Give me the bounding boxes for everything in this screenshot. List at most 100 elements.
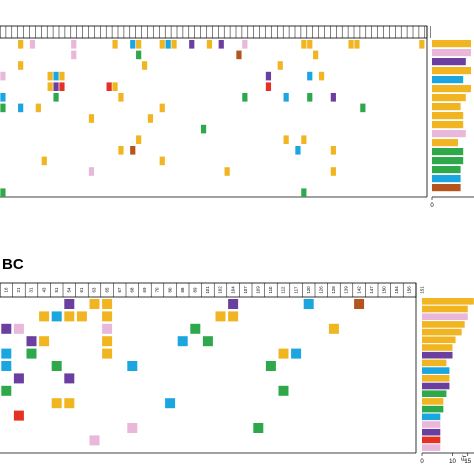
mutation-cell — [0, 103, 6, 113]
axis-tick-label: 0 — [420, 459, 424, 465]
column-label: 126 — [318, 286, 323, 294]
frequency-bar — [422, 436, 441, 444]
mutation-cell — [165, 398, 176, 409]
frequency-bar — [432, 184, 461, 192]
mutation-cell — [18, 103, 24, 113]
frequency-bar — [422, 351, 453, 359]
axis-tick-label: 15 — [464, 459, 471, 465]
mutation-cell — [39, 336, 50, 347]
frequency-bar — [432, 94, 466, 102]
mutation-cell — [59, 71, 65, 81]
mutation-cell — [76, 311, 87, 322]
mutation-cell — [354, 299, 365, 309]
column-label: 107 — [243, 286, 248, 294]
column-label: 102 — [218, 286, 223, 294]
mutation-cell — [102, 323, 113, 334]
mutation-cell — [360, 103, 366, 113]
mutation-cell — [224, 167, 230, 176]
mutation-cell — [348, 40, 354, 49]
mutation-cell — [177, 336, 188, 347]
mutation-cell — [265, 82, 272, 91]
mutation-cell — [88, 114, 95, 123]
frequency-bar — [432, 103, 461, 111]
column-label: 120 — [306, 286, 311, 294]
panel-label: BC — [2, 256, 24, 273]
column-label: 139 — [344, 286, 349, 294]
mutation-cell — [53, 93, 59, 102]
mutation-cell — [330, 167, 336, 176]
mutation-cell — [106, 82, 112, 91]
mutation-cell — [147, 114, 154, 123]
column-label: 104 — [230, 286, 235, 294]
axis-title: Fr — [462, 455, 468, 461]
frequency-bar — [422, 298, 474, 305]
mutation-cell — [13, 323, 24, 334]
column-label: 65 — [104, 287, 109, 292]
frequency-bar — [422, 375, 450, 382]
mutation-cell — [102, 299, 113, 309]
mutation-cell — [159, 103, 165, 113]
frequency-bar — [432, 175, 461, 183]
column-label: 69 — [142, 287, 147, 292]
mutation-cell — [215, 311, 226, 322]
mutation-cell — [64, 311, 75, 322]
mutation-cell — [0, 93, 6, 102]
mutation-cell — [59, 82, 65, 91]
mutation-cell — [26, 336, 37, 347]
mutation-cell — [159, 40, 165, 49]
mutation-cell — [307, 93, 313, 102]
mutation-cell — [283, 93, 289, 102]
column-label: 68 — [129, 287, 134, 292]
top-oncoprint-panel: 0 — [0, 25, 474, 209]
mutation-cell — [228, 311, 239, 322]
frequency-bar — [422, 382, 450, 390]
mutation-cell — [1, 348, 12, 359]
frequency-bar — [422, 398, 444, 405]
column-label: 51 — [54, 287, 59, 292]
mutation-cell — [130, 146, 136, 155]
mutation-cell — [26, 348, 37, 359]
mutation-cell — [1, 361, 12, 371]
mutation-cell — [307, 71, 313, 81]
mutation-cell — [171, 40, 177, 49]
column-label: 154 — [394, 286, 399, 294]
mutation-cell — [136, 135, 142, 144]
mutation-cell — [136, 40, 142, 49]
frequency-bar — [422, 359, 447, 367]
mutation-cell — [278, 385, 289, 396]
column-label: 147 — [369, 286, 374, 294]
column-label: 61 — [79, 287, 84, 292]
mutation-cell — [277, 61, 283, 70]
frequency-bar — [432, 130, 466, 138]
mutation-cell — [102, 348, 113, 359]
frequency-bar — [432, 112, 464, 120]
column-label: 112 — [281, 286, 286, 294]
frequency-bar — [432, 58, 466, 66]
frequency-bar — [432, 157, 464, 165]
frequency-bar — [422, 336, 456, 344]
mutation-cell — [0, 71, 6, 81]
mutation-cell — [291, 348, 302, 359]
mutation-cell — [283, 135, 289, 144]
mutation-cell — [35, 103, 41, 113]
mutation-cell — [1, 323, 12, 334]
frequency-bar — [422, 405, 444, 413]
mutation-cell — [318, 71, 325, 81]
column-label: 150 — [381, 286, 386, 294]
column-label: 101 — [205, 286, 210, 294]
column-label: 80 — [167, 287, 172, 292]
column-label: 31 — [29, 287, 34, 292]
column-label: 16 — [3, 287, 8, 292]
mutation-cell — [51, 398, 62, 409]
frequency-bar — [422, 328, 462, 336]
frequency-bar — [422, 421, 441, 428]
bottom-oncoprint-panel: 16 21 31 43 51 54 61 63 65 67 68 69 70 80 88 89 101 102 10… — [0, 282, 474, 465]
mutation-cell — [159, 156, 165, 166]
mutation-cell — [47, 82, 53, 91]
mutation-cell — [1, 385, 12, 396]
mutation-cell — [102, 311, 113, 322]
column-label: 88 — [180, 287, 185, 292]
frequency-bar — [422, 313, 468, 320]
frequency-bar — [422, 344, 453, 351]
